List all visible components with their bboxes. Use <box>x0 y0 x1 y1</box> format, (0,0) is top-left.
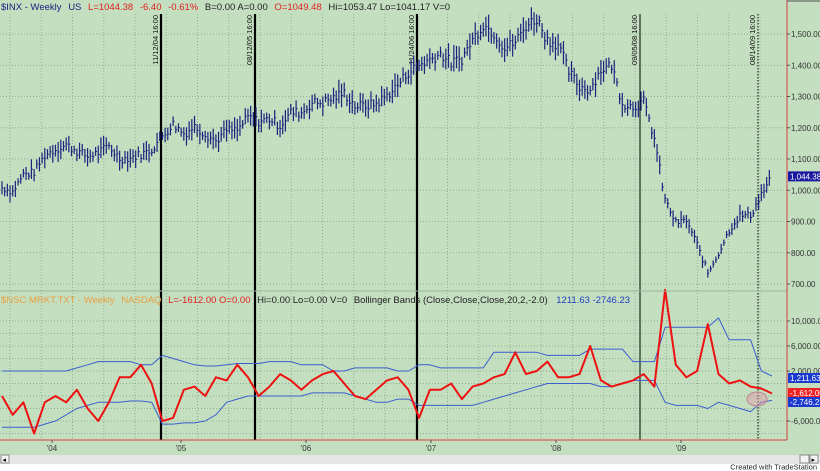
price-tick-label: 1,100.00 <box>791 155 820 164</box>
indicator-tick-label: 2,000.00 <box>791 367 820 376</box>
last: L=1044.38 <box>88 2 133 13</box>
plot-background <box>0 0 787 455</box>
indicator-tick-label: -6,000.00 <box>791 417 820 426</box>
highlight-circle <box>746 391 768 407</box>
scroll-left-icon: ◂ <box>3 457 7 464</box>
scroll-left-button[interactable] <box>0 454 10 464</box>
upper-band-badge: 1,211.63 <box>790 374 820 383</box>
marker-label: 09/05/08 16:00 <box>630 15 639 65</box>
indicator-last-badge: -1,612.00 <box>790 389 820 398</box>
indicator-tick-label: 6,000.00 <box>791 342 820 351</box>
price-last-badge: 1,044.38 <box>790 172 820 181</box>
lower-band-badge-bg <box>788 397 820 407</box>
x-tick-label: '05 <box>176 444 187 453</box>
scroll-right-icon: ▸ <box>812 457 816 464</box>
scroll-right-button[interactable] <box>809 454 819 464</box>
lower-band-line <box>2 379 773 428</box>
x-tick-label: '08 <box>551 444 562 453</box>
indicator-tick-label: 10,000.00 <box>791 317 820 326</box>
price-tick-label: 1,500.00 <box>791 30 820 39</box>
upper-band-line <box>2 317 773 377</box>
change: -6.40 <box>140 2 162 13</box>
x-tick-label: '04 <box>47 444 58 453</box>
price-bars <box>1 7 771 278</box>
x-tick-label: '06 <box>301 444 312 453</box>
ind-exchange: NASDAQ <box>121 295 161 306</box>
indicator-last-badge-bg <box>788 388 820 398</box>
hi-lo-vol: Hi=1053.47 Lo=1041.17 V=0 <box>328 2 450 13</box>
ind-last-open: L=-1612.00 O=0.00 <box>168 295 250 306</box>
ind-hi-lo-vol: Hi=0.00 Lo=0.00 V=0 <box>257 295 347 306</box>
price-last-badge-bg <box>788 171 820 182</box>
price-tick-label: 1,300.00 <box>791 93 820 102</box>
symbol: $INX - Weekly <box>1 2 62 13</box>
price-tick-label: 700.00 <box>791 280 816 289</box>
ind-symbol: $NSC MRKT.TXT - Weekly <box>1 295 115 306</box>
x-axis-labels: '04 '05 '06 '07 '08 '09 <box>47 440 687 453</box>
x-tick-label: '07 <box>426 444 437 453</box>
marker-label: 11/12/04 16:00 <box>151 15 160 65</box>
marker-label: 08/12/05 16:00 <box>245 15 254 65</box>
y-axis-labels: 1,500.00 1,400.00 1,300.00 1,200.00 1,100.00… <box>787 30 820 426</box>
study-name: Bollinger Bands (Close,Close,Close,20,2,… <box>354 295 548 306</box>
scrollbar-track[interactable] <box>0 455 820 464</box>
price-tick-label: 1,400.00 <box>791 61 820 70</box>
price-tick-label: 900.00 <box>791 218 816 227</box>
x-tick-label: '09 <box>676 444 687 453</box>
indicator-header: $NSC MRKT.TXT - Weekly NASDAQ L=-1612.00… <box>1 295 630 306</box>
open: O=1049.48 <box>274 2 321 13</box>
indicator-line <box>1 288 773 435</box>
price-tick-label: 800.00 <box>791 249 816 258</box>
bid-ask: B=0.00 A=0.00 <box>205 2 268 13</box>
lower-band-badge: -2,746.23 <box>790 398 820 407</box>
price-tick-label: 1,000.00 <box>791 186 820 195</box>
price-header: $INX - Weekly US L=1044.38 -6.40 -0.61% … <box>1 2 450 13</box>
price-tick-label: 1,200.00 <box>791 124 820 133</box>
exchange: US <box>68 2 81 13</box>
pct-change: -0.61% <box>168 2 199 13</box>
upper-band-badge-bg <box>788 373 820 383</box>
indicator-pane <box>1 288 773 435</box>
band-values: 1211.63 -2746.23 <box>556 295 630 306</box>
marker-label: 11/24/06 16:00 <box>407 15 416 65</box>
scroll-thumb[interactable] <box>799 454 810 464</box>
marker-label: 08/14/09 16:00 <box>748 15 757 65</box>
vertical-markers: 11/12/04 16:00 08/12/05 16:00 11/24/06 16:… <box>151 14 759 440</box>
footer-credit: Created with TradeStation <box>730 463 817 471</box>
